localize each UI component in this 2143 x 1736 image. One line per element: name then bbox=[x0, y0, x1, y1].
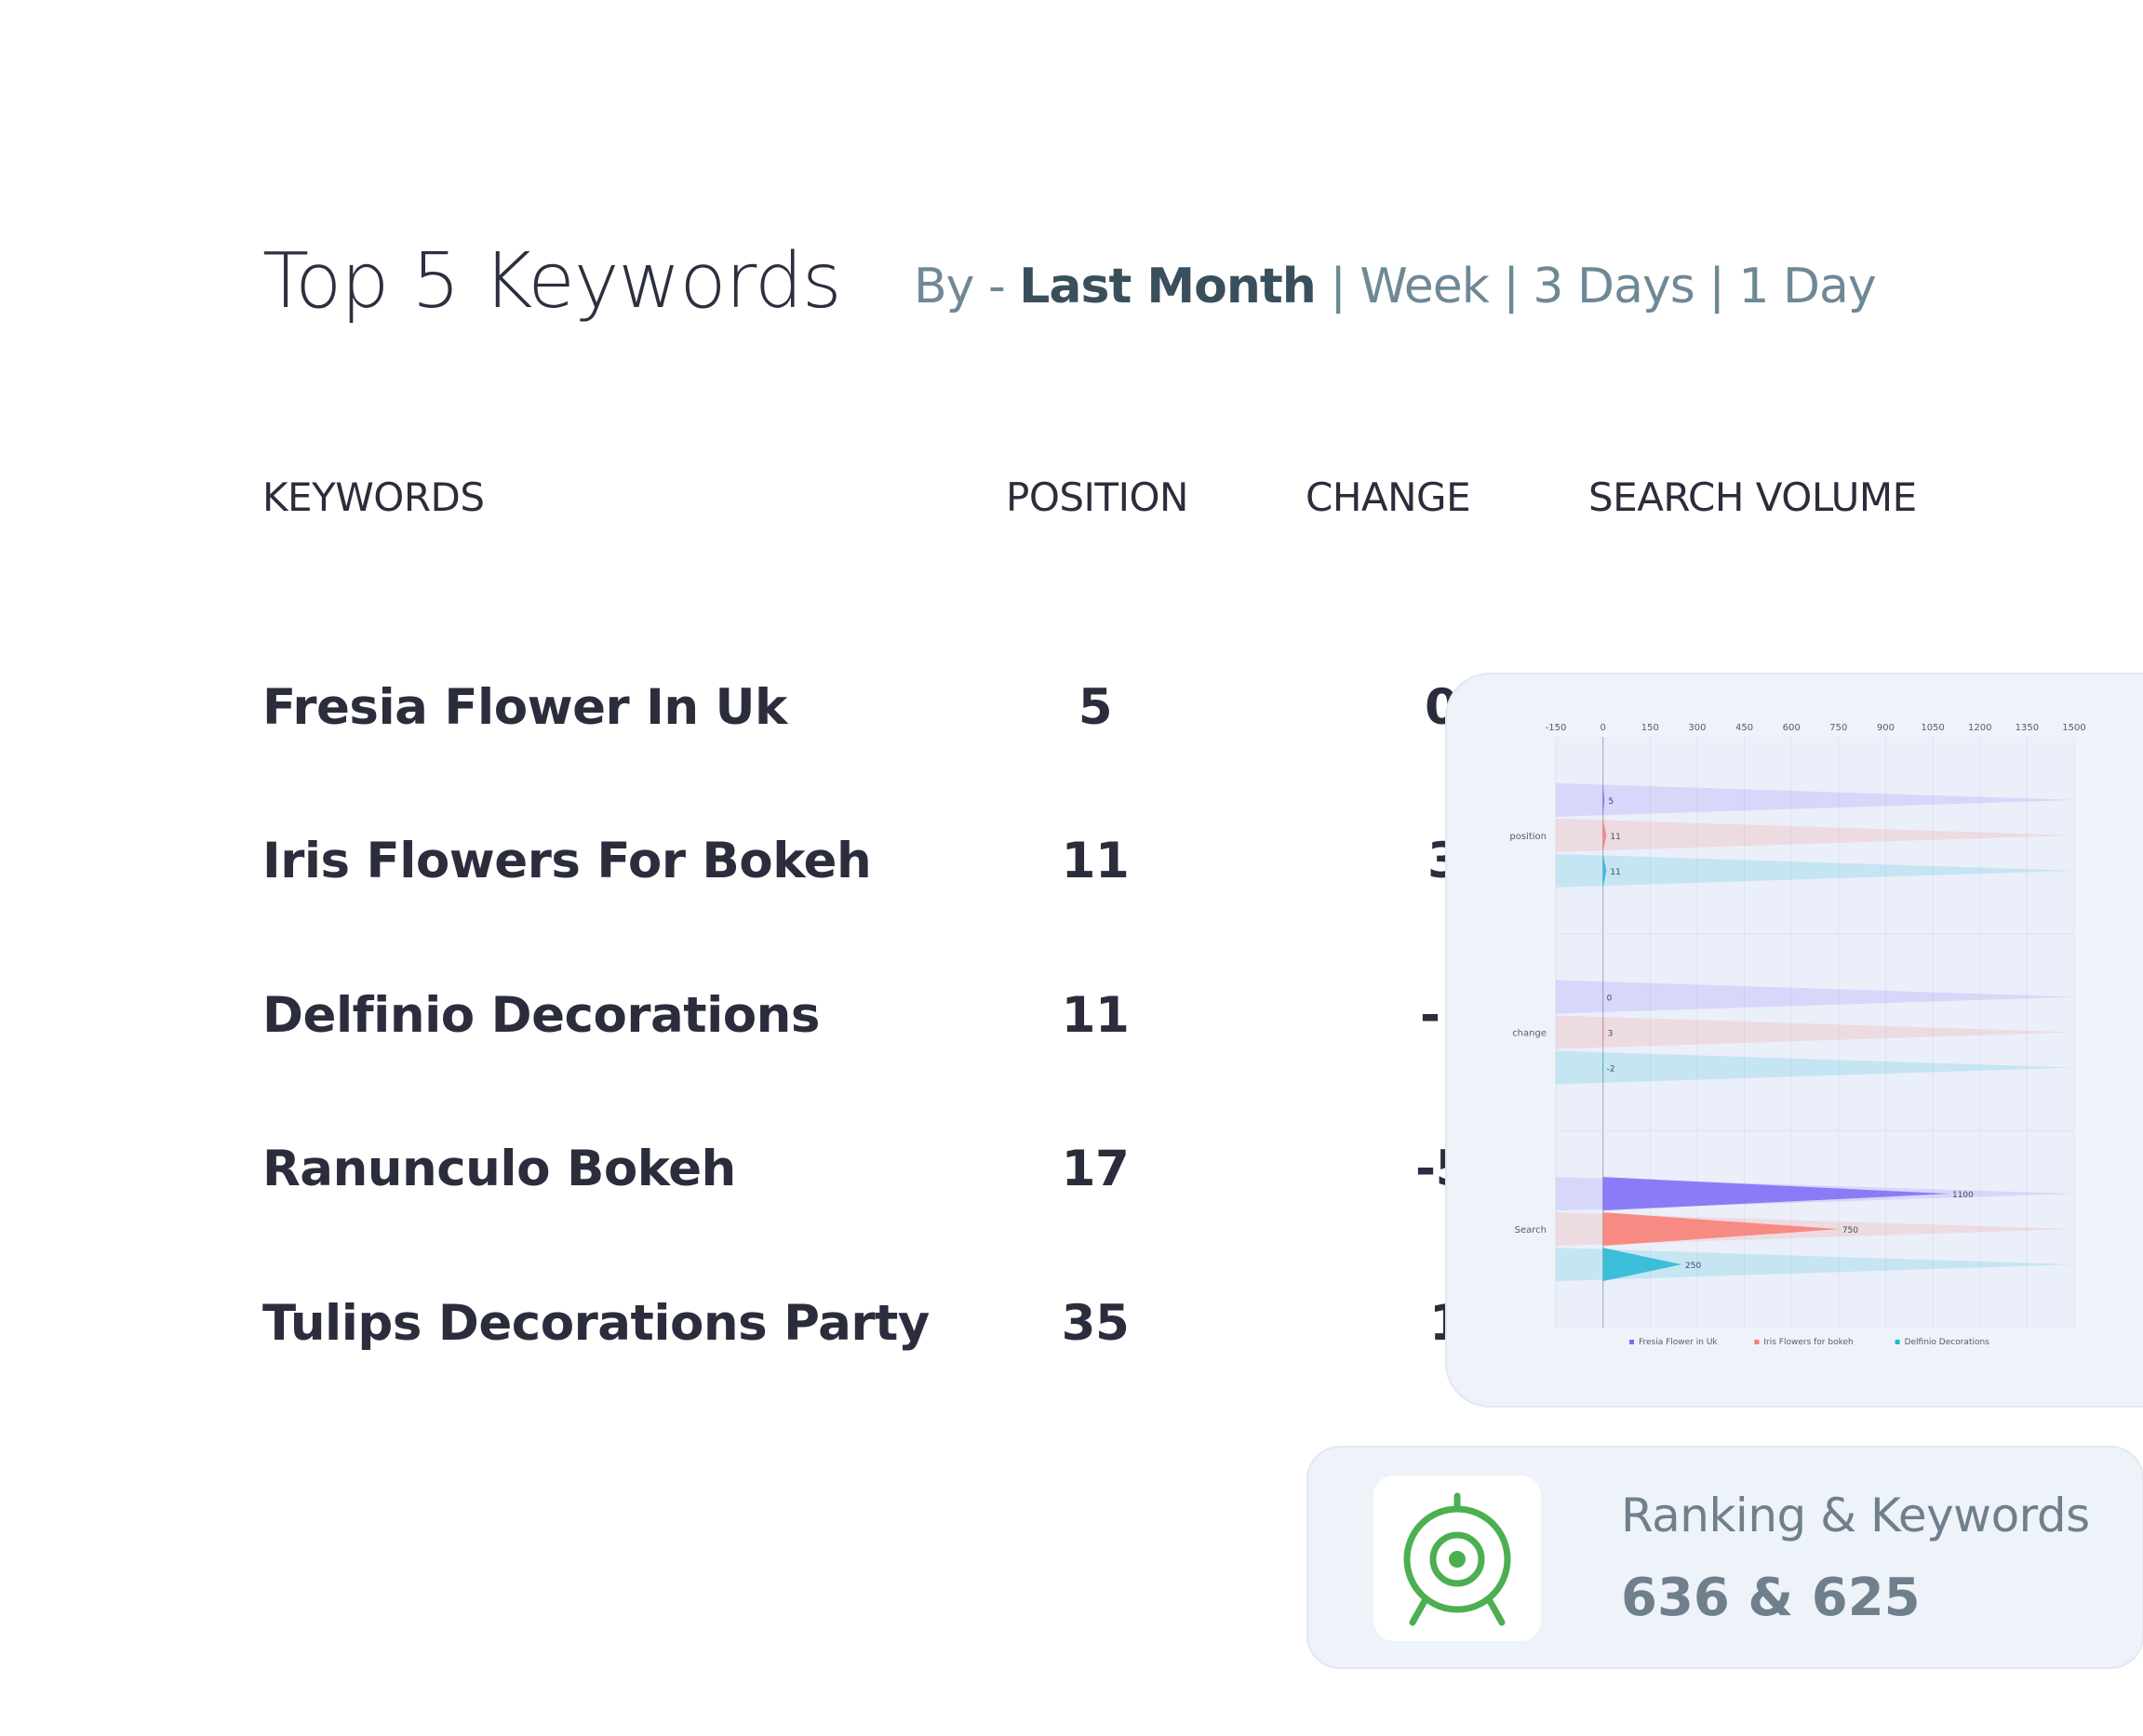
bar bbox=[1601, 1050, 1603, 1085]
x-tick-label: 1500 bbox=[2062, 723, 2085, 733]
keyword-cell: Tulips Decorations Party bbox=[262, 1295, 930, 1352]
filter-3-days[interactable]: 3 Days bbox=[1533, 259, 1694, 314]
x-tick-label: 300 bbox=[1688, 723, 1706, 733]
position-cell: 11 bbox=[1061, 833, 1130, 889]
legend-swatch bbox=[1895, 1340, 1900, 1344]
bar bbox=[1602, 1212, 1839, 1247]
keyword-cell: Fresia Flower In Uk bbox=[262, 679, 787, 736]
legend-label: Fresia Flower in Uk bbox=[1639, 1338, 1718, 1347]
comparison-chart: -150 0 150 300 450 600 750 900 1050 1200 1350 1500 p… bbox=[1509, 723, 2085, 1347]
filter-1-day[interactable]: 1 Day bbox=[1738, 259, 1876, 314]
legend-swatch bbox=[1629, 1340, 1634, 1344]
legend-label: Iris Flowers for bokeh bbox=[1763, 1338, 1853, 1347]
filter-separator: | bbox=[1694, 259, 1739, 314]
summary-value: 636 & 625 bbox=[1621, 1568, 1921, 1628]
keyword-cell: Ranunculo Bokeh bbox=[262, 1141, 736, 1197]
bar-track bbox=[1556, 1015, 2074, 1049]
data-label: 250 bbox=[1685, 1262, 1701, 1271]
page-title: Top 5 Keywords bbox=[262, 237, 842, 326]
legend-swatch bbox=[1754, 1340, 1760, 1344]
filter-week[interactable]: Week bbox=[1359, 259, 1489, 314]
bar-track bbox=[1556, 853, 2074, 888]
y-category-label: change bbox=[1512, 1029, 1547, 1039]
target-icon bbox=[1403, 1492, 1511, 1626]
data-label: 3 bbox=[1608, 1030, 1614, 1039]
data-label: 0 bbox=[1607, 995, 1613, 1004]
x-tick-label: 1350 bbox=[2016, 723, 2039, 733]
x-tick-label: 900 bbox=[1877, 723, 1895, 733]
position-cell: 5 bbox=[1078, 679, 1113, 736]
icon-container bbox=[1373, 1476, 1541, 1641]
bar bbox=[1602, 853, 1607, 888]
data-label: 750 bbox=[1842, 1226, 1858, 1235]
data-label: -2 bbox=[1607, 1065, 1615, 1075]
bar bbox=[1602, 1248, 1682, 1282]
position-cell: 35 bbox=[1061, 1295, 1130, 1352]
bar bbox=[1602, 1015, 1604, 1049]
x-tick-label: 0 bbox=[1600, 723, 1605, 733]
filter-separator: | bbox=[1488, 259, 1534, 314]
column-header-keywords: KEYWORDS bbox=[262, 474, 485, 520]
bar-track bbox=[1556, 782, 2074, 817]
position-cell: 17 bbox=[1061, 1141, 1130, 1197]
x-tick-label: 750 bbox=[1829, 723, 1847, 733]
filter-prefix: By - bbox=[914, 259, 1020, 314]
column-header-search-volume: SEARCH VOLUME bbox=[1588, 474, 1917, 520]
data-label: 11 bbox=[1610, 868, 1620, 877]
search-volume-chart-card: -150 0 150 300 450 600 750 900 1050 1200 1350 1500 p… bbox=[1445, 673, 2143, 1408]
ranking-keywords-card: Ranking & Keywords 636 & 625 bbox=[1306, 1446, 2143, 1669]
y-category-label: position bbox=[1509, 832, 1547, 842]
data-label: 1100 bbox=[1952, 1191, 1974, 1200]
legend-label: Delfinio Decorations bbox=[1905, 1338, 1990, 1347]
bar bbox=[1602, 1177, 1949, 1211]
y-category-label: Search bbox=[1515, 1225, 1547, 1235]
bar-track bbox=[1556, 1248, 2074, 1282]
change-cell: - bbox=[1420, 987, 1440, 1044]
data-label: 5 bbox=[1608, 797, 1614, 807]
bar bbox=[1602, 818, 1607, 852]
position-cell: 11 bbox=[1061, 987, 1130, 1044]
time-filter: By - Last Month | Week | 3 Days | 1 Day bbox=[914, 259, 1877, 314]
bar bbox=[1602, 782, 1605, 817]
keyword-cell: Delfinio Decorations bbox=[262, 987, 820, 1044]
x-tick-label: 1050 bbox=[1921, 723, 1944, 733]
x-tick-label: 600 bbox=[1783, 723, 1801, 733]
x-tick-label: 150 bbox=[1641, 723, 1659, 733]
bar-track bbox=[1556, 980, 2074, 1014]
filter-last-month[interactable]: Last Month bbox=[1019, 259, 1317, 314]
filter-separator: | bbox=[1315, 259, 1360, 314]
bar-track bbox=[1556, 818, 2074, 852]
column-header-position: POSITION bbox=[1006, 474, 1188, 520]
data-label: 11 bbox=[1610, 833, 1620, 842]
bar-track bbox=[1556, 1050, 2074, 1085]
keyword-cell: Iris Flowers For Bokeh bbox=[262, 833, 872, 889]
column-header-change: CHANGE bbox=[1306, 474, 1471, 520]
summary-label: Ranking & Keywords bbox=[1621, 1489, 2090, 1542]
x-tick-label: -150 bbox=[1546, 723, 1567, 733]
x-tick-label: 1200 bbox=[1968, 723, 1991, 733]
x-tick-label: 450 bbox=[1735, 723, 1753, 733]
